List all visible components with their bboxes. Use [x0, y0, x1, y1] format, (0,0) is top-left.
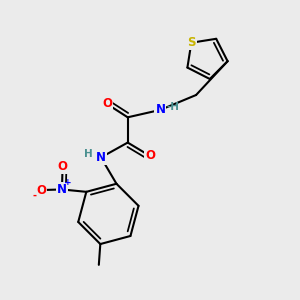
Text: -H: -H [167, 102, 179, 112]
Text: O: O [145, 149, 155, 162]
Text: +: + [64, 178, 72, 188]
Text: N: N [155, 103, 165, 116]
Text: O: O [102, 98, 112, 110]
Text: -: - [32, 191, 36, 201]
Text: S: S [187, 36, 196, 49]
Text: O: O [37, 184, 47, 196]
Text: N: N [96, 151, 106, 164]
Text: N: N [57, 183, 67, 196]
Text: O: O [58, 160, 68, 173]
Text: H: H [84, 149, 93, 160]
